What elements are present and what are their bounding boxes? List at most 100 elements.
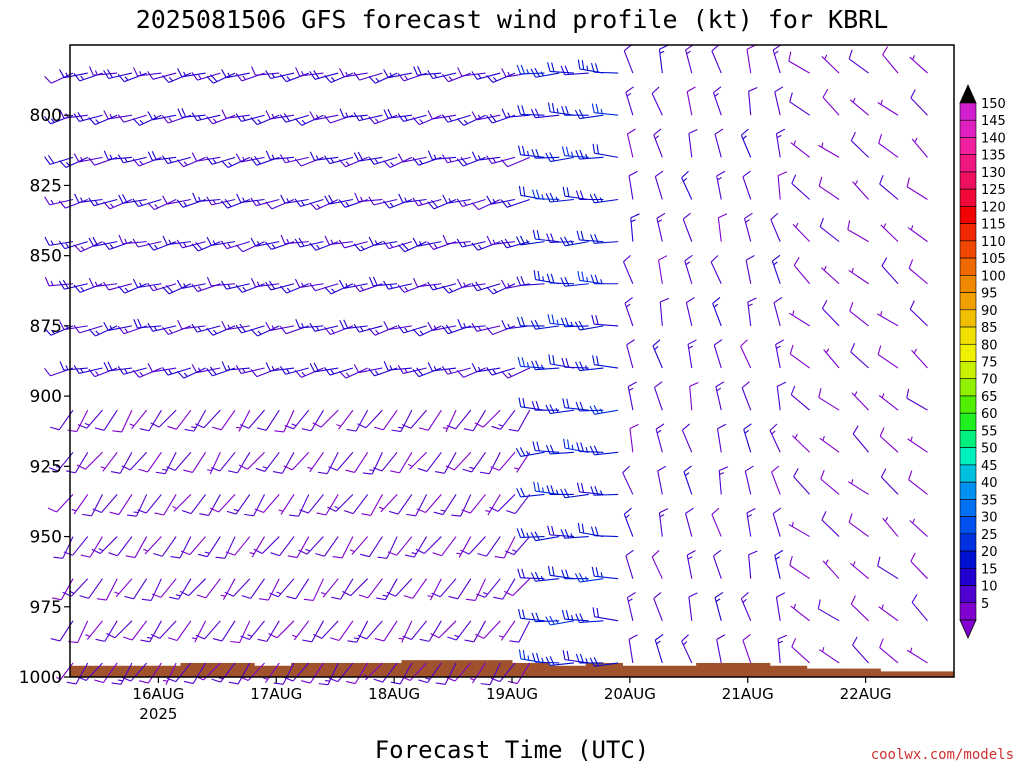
wind-barb	[121, 662, 148, 682]
ground-segment	[475, 660, 513, 677]
y-tick-label: 900	[30, 387, 62, 407]
wind-barb	[114, 578, 133, 598]
colorbar-label: 50	[981, 442, 998, 457]
wind-barb	[378, 494, 398, 513]
wind-barb	[207, 452, 221, 475]
wind-barb	[910, 552, 928, 580]
wind-barb	[494, 536, 516, 559]
wind-barb	[498, 620, 516, 641]
wind-barb	[412, 114, 442, 126]
wind-barb	[303, 578, 324, 601]
wind-barb	[545, 656, 574, 667]
wind-barb	[139, 662, 162, 684]
wind-barb	[361, 494, 383, 516]
wind-barb	[166, 662, 192, 683]
wind-barb	[76, 451, 103, 470]
wind-barb	[347, 620, 369, 643]
wind-barb	[353, 72, 383, 81]
wind-barb	[741, 381, 752, 411]
wind-barb	[324, 366, 354, 376]
wind-barb	[531, 360, 560, 371]
ground-segment	[622, 665, 660, 677]
wind-barb	[560, 236, 589, 247]
wind-barb	[328, 662, 354, 683]
wind-barb	[147, 111, 177, 121]
wind-barb	[199, 494, 221, 516]
wind-barb	[628, 634, 638, 664]
wind-barb	[464, 620, 487, 643]
wind-barb	[73, 365, 103, 374]
wind-barb	[575, 361, 604, 372]
wind-barb	[58, 198, 88, 209]
wind-barb	[397, 153, 427, 163]
wind-barb	[910, 89, 928, 116]
wind-barb	[273, 662, 295, 685]
wind-barb	[630, 213, 640, 242]
wind-barb	[110, 452, 133, 474]
wind-barb	[471, 111, 501, 121]
wind-barb	[547, 62, 574, 74]
wind-barb	[153, 536, 177, 557]
colorbar-label: 60	[981, 407, 998, 422]
wind-barb	[589, 445, 619, 456]
wind-barb	[418, 662, 442, 684]
wind-barb	[471, 281, 501, 292]
wind-barb	[301, 409, 324, 432]
wind-barb	[906, 177, 928, 200]
ground-segment	[327, 662, 366, 677]
wind-barb	[235, 409, 251, 432]
wind-barb	[111, 662, 133, 685]
wind-barb	[475, 620, 501, 639]
wind-barb	[206, 156, 236, 165]
wind-barb	[377, 536, 398, 559]
wind-barb	[745, 255, 755, 284]
wind-barb	[279, 154, 309, 164]
wind-barb	[849, 97, 869, 116]
wind-barb	[391, 409, 413, 433]
y-tick-label: 1000	[19, 668, 62, 688]
colorbar-swatch	[959, 292, 977, 311]
wind-barb	[176, 239, 206, 249]
wind-barb	[161, 366, 192, 376]
wind-barb	[770, 212, 781, 242]
wind-barb	[368, 72, 398, 84]
wind-barb	[533, 481, 560, 495]
wind-barb	[461, 494, 486, 514]
wind-barb	[268, 620, 295, 639]
colorbar-label: 105	[981, 252, 1006, 267]
wind-barb	[877, 345, 899, 369]
wind-barb	[176, 367, 206, 379]
wind-barb	[493, 578, 516, 600]
wind-barb	[626, 339, 635, 369]
wind-barb	[257, 620, 280, 642]
colorbar-swatch	[959, 464, 977, 483]
wind-barb	[530, 319, 560, 330]
wind-barb	[169, 578, 192, 600]
wind-barb	[486, 195, 516, 205]
wind-barb	[62, 578, 89, 597]
wind-barb	[427, 578, 442, 601]
wind-barb	[574, 320, 604, 331]
wind-barb	[284, 409, 310, 430]
wind-barb	[451, 494, 472, 517]
wind-barb	[88, 197, 118, 207]
wind-barb	[53, 536, 74, 559]
wind-barb	[911, 348, 928, 369]
ground-segment	[180, 662, 218, 677]
wind-barb	[235, 323, 265, 334]
wind-barb	[456, 114, 486, 126]
wind-barb	[121, 451, 148, 471]
wind-barb	[879, 427, 899, 453]
wind-barb	[374, 409, 398, 431]
wind-barb	[132, 156, 162, 167]
wind-barb	[209, 494, 236, 513]
wind-barb	[562, 186, 589, 201]
wind-barb	[744, 465, 754, 495]
colorbar-bottom-arrow	[959, 619, 977, 639]
wind-barbs	[44, 44, 928, 686]
wind-barb	[112, 409, 133, 433]
wind-barb	[714, 591, 724, 621]
wind-barb	[397, 324, 427, 334]
wind-barb	[294, 237, 324, 248]
